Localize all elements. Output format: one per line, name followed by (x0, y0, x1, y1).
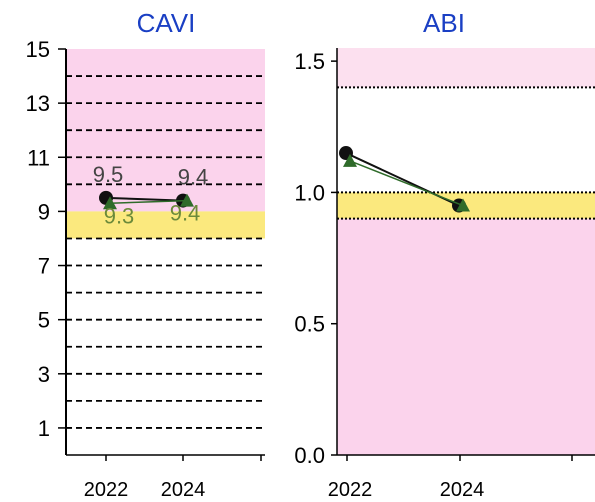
cavi-y-tick-label: 11 (27, 145, 50, 170)
cavi-y-tick-label: 9 (38, 199, 50, 224)
cavi-y-tick-label: 3 (38, 362, 50, 387)
abi-title: ABI (423, 8, 465, 38)
cavi-data-label: 9.5 (93, 162, 124, 187)
abi-band-light_pink (337, 48, 595, 88)
cavi-title: CAVI (137, 8, 196, 38)
cavi-point-triangle (103, 196, 117, 210)
cavi-data-label: 9.4 (170, 201, 201, 226)
abi-y-tick-label: 1.0 (294, 180, 325, 205)
abi-y-tick-label: 0.0 (294, 443, 325, 468)
cavi-series-line (109, 199, 188, 205)
cavi-band-yellow (66, 211, 265, 239)
abi-point-triangle (456, 198, 470, 212)
abi-y-tick-label: 0.5 (294, 312, 325, 337)
cavi-x-tick-label: 2022 (84, 479, 129, 501)
cavi-y-tick-label: 1 (38, 416, 50, 441)
cavi-y-tick-label: 7 (38, 254, 50, 279)
abi-point-triangle (343, 153, 357, 167)
abi-x-tick-label: 2022 (328, 479, 373, 501)
abi-series-line (349, 160, 464, 207)
abi-y-tick-label: 1.5 (294, 49, 325, 74)
cavi-data-label: 9.4 (178, 165, 209, 190)
abi-x-tick-label: 2024 (440, 479, 485, 501)
cavi-y-tick-label: 15 (26, 37, 50, 62)
cavi-y-tick-label: 13 (26, 91, 50, 116)
cavi-point-triangle (180, 193, 194, 207)
cavi-band-pink (66, 49, 265, 212)
abi-chart: ABI 1.5 1.0 0.5 0.0 2022 2024 (294, 8, 595, 501)
cavi-data-label: 9.3 (104, 203, 135, 228)
cavi-chart: CAVI 15 13 11 9 7 5 3 1 2022 2024 9.5 9.4 9.3 9.4 (26, 8, 265, 501)
abi-band-pink (337, 218, 595, 455)
cavi-series-line (105, 196, 184, 202)
cavi-x-tick-label: 2024 (161, 479, 206, 501)
cavi-y-tick-label: 5 (38, 308, 50, 333)
